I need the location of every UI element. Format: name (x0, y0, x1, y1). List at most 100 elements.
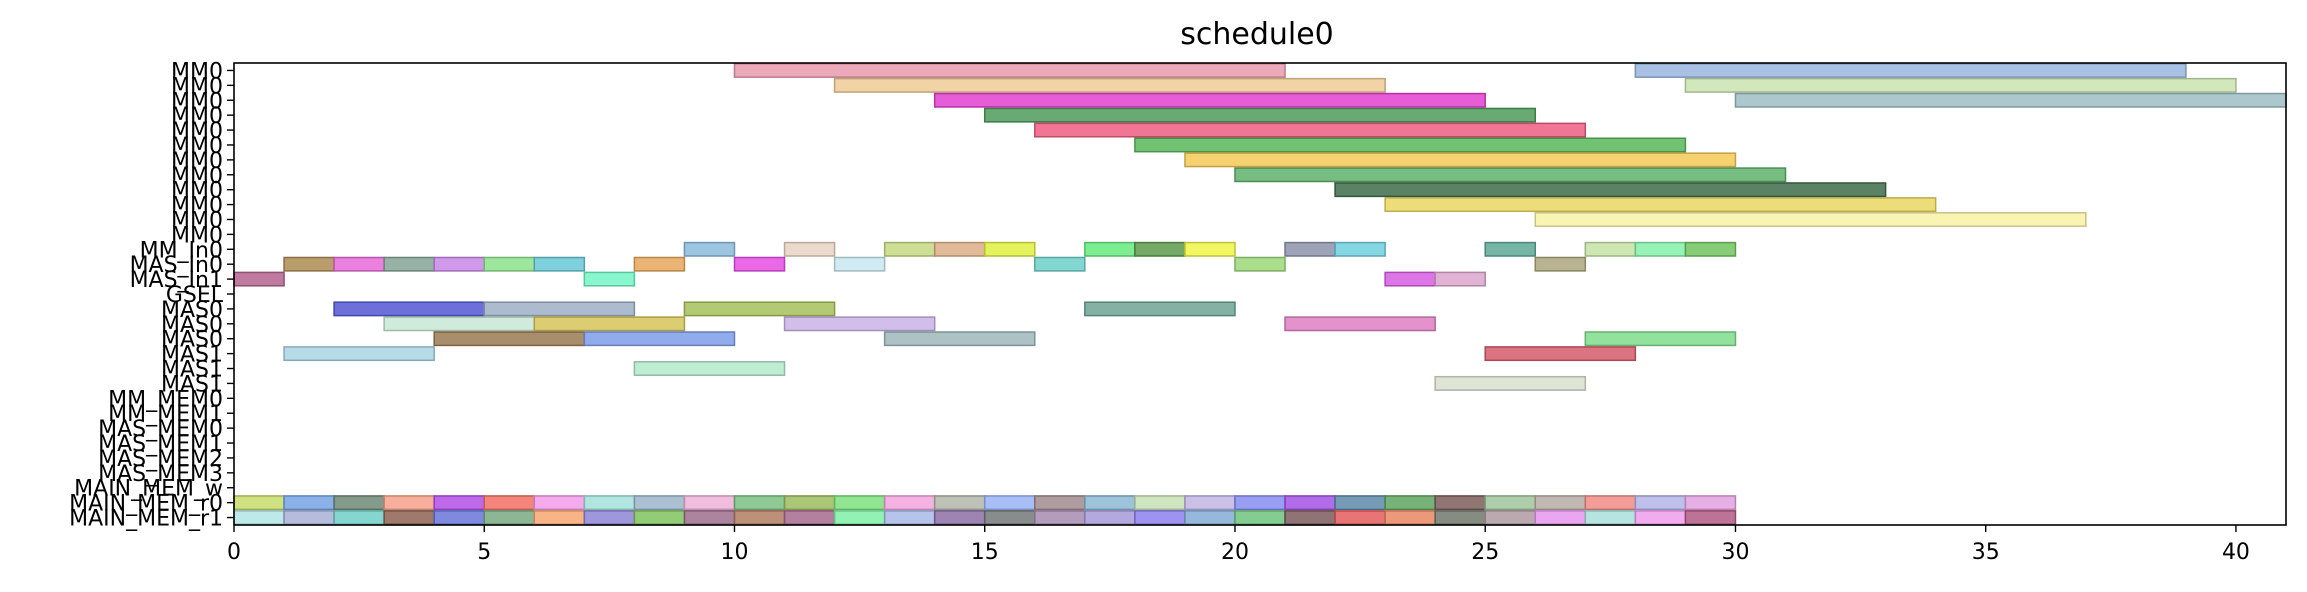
bars-layer (233, 62, 2287, 526)
y-tick-label: MAS_MEM1 (98, 432, 223, 457)
task-bar (683, 241, 736, 257)
task-bar (1334, 495, 1386, 511)
task-bar (833, 256, 886, 272)
task-bar (383, 256, 435, 272)
task-bar (783, 510, 836, 526)
task-bar (1384, 510, 1436, 526)
task-bar (783, 495, 836, 511)
task-bar (1134, 495, 1186, 511)
task-bar (383, 510, 435, 526)
task-bar (1484, 346, 1637, 362)
task-bar (1434, 375, 1587, 391)
y-tick-label: MAS_In1 (130, 268, 223, 293)
task-bar (533, 510, 586, 526)
task-bar (733, 256, 786, 272)
task-bar (783, 241, 836, 257)
task-bar (1384, 197, 1937, 213)
task-bar (883, 241, 936, 257)
y-tick-label: MAS1 (161, 358, 223, 383)
task-bar (483, 256, 536, 272)
y-tick-label: MM0 (171, 104, 223, 129)
task-bar (333, 510, 385, 526)
task-bar (783, 316, 936, 332)
task-bar (1334, 510, 1386, 526)
task-bar (1584, 495, 1637, 511)
y-tick-label: MAS1 (161, 372, 223, 397)
y-tick-label: MM0 (171, 89, 223, 114)
y-tick-label: MM_In0 (140, 238, 223, 263)
task-bar (983, 107, 1537, 123)
task-bar (583, 510, 636, 526)
y-tick-label: MM0 (171, 74, 223, 99)
y-tick-label: MM0 (171, 149, 223, 174)
task-bar (483, 301, 636, 317)
task-bar (833, 495, 886, 511)
task-bar (333, 256, 385, 272)
y-tick-label: MAS0 (161, 328, 223, 353)
x-tick-label: 40 (2222, 540, 2250, 565)
y-tick-label: MAIN_MEM_r1 (69, 507, 223, 532)
task-bar (1634, 510, 1687, 526)
task-bar (1534, 212, 2087, 227)
task-bar (833, 510, 886, 526)
chart-title: schedule0 (1180, 17, 1334, 52)
x-tick-label: 5 (477, 540, 491, 565)
task-bar (1634, 241, 1687, 257)
task-bar (483, 495, 536, 511)
task-bar (1334, 182, 1887, 198)
task-bar (1434, 510, 1486, 526)
task-bar (1384, 271, 1436, 287)
x-tick-label: 25 (1471, 540, 1499, 565)
y-tick-label: MAS_In0 (130, 253, 223, 278)
x-tick-label: 0 (227, 540, 241, 565)
y-axis: MM0MM0MM0MM0MM0MM0MM0MM0MM0MM0MM0MM0MM_I… (69, 59, 234, 532)
task-bar (983, 495, 1036, 511)
task-bar (1534, 256, 1587, 272)
y-tick-label: MM0 (171, 208, 223, 233)
task-bar (733, 62, 1286, 78)
task-bar (1184, 495, 1236, 511)
task-bar (233, 510, 285, 526)
y-tick-label: MM0 (171, 164, 223, 189)
task-bar (1184, 152, 1737, 168)
task-bar (283, 495, 335, 511)
y-tick-label: MM0 (171, 134, 223, 159)
task-bar (1584, 510, 1637, 526)
task-bar (733, 510, 786, 526)
y-tick-label: MAS_MEM2 (98, 447, 223, 472)
task-bar (1134, 510, 1186, 526)
task-bar (1084, 301, 1236, 317)
task-bar (233, 271, 285, 287)
y-tick-label: MM0 (171, 223, 223, 248)
task-bar (1684, 241, 1737, 257)
task-bar (1584, 241, 1637, 257)
task-bar (1434, 495, 1486, 511)
task-bar (1634, 62, 2187, 78)
task-bar (933, 510, 986, 526)
task-bar (1434, 271, 1486, 287)
x-tick-label: 20 (1221, 540, 1249, 565)
task-bar (333, 495, 385, 511)
task-bar (1234, 495, 1286, 511)
task-bar (1034, 122, 1587, 138)
task-bar (1234, 256, 1286, 272)
x-tick-label: 35 (1972, 540, 2000, 565)
task-bar (1534, 495, 1587, 511)
task-bar (733, 495, 786, 511)
y-tick-label: MM0 (171, 179, 223, 204)
task-bar (683, 510, 736, 526)
task-bar (833, 77, 1386, 93)
task-bar (883, 495, 936, 511)
y-tick-label: MAS0 (161, 298, 223, 323)
task-bar (533, 316, 686, 332)
task-bar (633, 256, 686, 272)
task-bar (1684, 495, 1737, 511)
task-bar (1034, 510, 1086, 526)
y-tick-label: MM0 (171, 194, 223, 219)
task-bar (1284, 510, 1336, 526)
x-axis: 0 5 10 15 20 25 30 35 40 (227, 525, 2250, 565)
y-tick-label: MM_MEM0 (108, 387, 223, 412)
task-bar (933, 495, 986, 511)
x-tick-label: 30 (1721, 540, 1749, 565)
task-bar (633, 510, 686, 526)
